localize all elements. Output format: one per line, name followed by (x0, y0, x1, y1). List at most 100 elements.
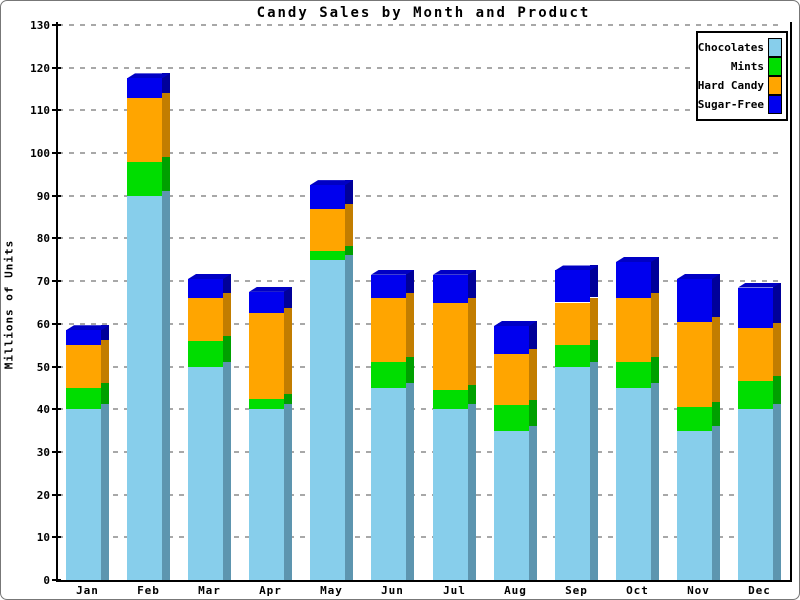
legend-label: Mints (730, 60, 764, 73)
bar-segment-side-hard-candy (651, 293, 659, 358)
bar-segment-chocolates (127, 195, 162, 580)
y-tick-label: 60 (36, 317, 50, 331)
y-tick (52, 493, 61, 496)
plot-right-border (790, 22, 792, 581)
gridline (58, 493, 782, 496)
gridline (58, 408, 782, 411)
bar-segment-side-mints (284, 393, 292, 405)
bar-segment-chocolates (188, 366, 223, 580)
gridline (58, 66, 782, 69)
y-tick (52, 536, 61, 539)
bar-segment-sugar-free (310, 185, 345, 209)
bar-segment-side-chocolates (284, 404, 292, 580)
x-axis (56, 580, 792, 582)
y-tick-label: 90 (36, 189, 50, 203)
y-tick-label: 20 (36, 488, 50, 502)
bar-segment-chocolates (433, 409, 468, 580)
bar-segment-side-sugar-free (223, 274, 231, 294)
bar-segment-side-hard-candy (529, 348, 537, 400)
y-tick (52, 450, 61, 453)
bar-segment-side-chocolates (529, 425, 537, 580)
bar-segment-chocolates (677, 430, 712, 580)
bar-top-face (310, 180, 353, 185)
bar-segment-hard-candy (616, 298, 651, 363)
y-tick (52, 579, 61, 581)
bar-top-face (494, 321, 537, 326)
gridline (58, 280, 782, 283)
bar-top-face (188, 274, 231, 279)
bar-segment-side-chocolates (345, 254, 353, 580)
bar-top-face (249, 287, 292, 292)
bar-segment-hard-candy (310, 208, 345, 252)
bar-segment-side-sugar-free (651, 256, 659, 294)
bar-segment-side-chocolates (223, 361, 231, 580)
bar-segment-side-mints (773, 376, 781, 405)
bar-top-face (677, 274, 720, 279)
bar-segment-side-sugar-free (529, 320, 537, 349)
bar-segment-side-mints (651, 357, 659, 383)
bar-segment-sugar-free (249, 291, 284, 314)
bar-segment-mints (616, 362, 651, 388)
bar-segment-sugar-free (616, 261, 651, 299)
legend-item: Sugar-Free (698, 95, 782, 114)
bar-segment-side-chocolates (468, 404, 476, 580)
bar-segment-chocolates (494, 430, 529, 580)
bar-segment-side-hard-candy (468, 297, 476, 386)
legend-label: Hard Candy (697, 79, 764, 92)
y-tick (52, 322, 61, 325)
bar-segment-sugar-free (371, 274, 406, 299)
x-tick-label: Aug (504, 584, 527, 597)
bar-segment-side-hard-candy (345, 203, 353, 247)
bar-segment-mints (249, 398, 284, 410)
bar-segment-chocolates (310, 259, 345, 580)
bar-segment-side-hard-candy (590, 297, 598, 341)
y-tick-label: 0 (43, 574, 50, 587)
y-tick-label: 70 (36, 275, 50, 289)
gridline (58, 152, 782, 155)
bar-segment-hard-candy (494, 353, 529, 405)
y-tick (52, 152, 61, 155)
bar-segment-side-sugar-free (590, 265, 598, 298)
x-tick-label: Jan (76, 584, 99, 597)
bar-segment-side-mints (101, 382, 109, 405)
bar-top-face (127, 73, 170, 78)
chart-title: Candy Sales by Month and Product (256, 5, 591, 21)
y-tick-label: 110 (30, 104, 50, 118)
bar-segment-hard-candy (738, 328, 773, 382)
y-tick-label: 40 (36, 403, 50, 417)
y-tick (52, 66, 61, 69)
bar-top-face (555, 265, 598, 270)
y-tick (52, 408, 61, 411)
bar-segment-side-hard-candy (773, 323, 781, 377)
bar-segment-side-sugar-free (101, 325, 109, 341)
y-tick-label: 50 (36, 360, 50, 374)
legend-swatch (768, 57, 782, 76)
legend-item: Hard Candy (698, 76, 782, 95)
bar-segment-side-chocolates (162, 190, 170, 580)
legend-label: Sugar-Free (697, 98, 764, 111)
bar-segment-mints (127, 161, 162, 196)
bar-segment-mints (371, 362, 406, 388)
bar-segment-mints (66, 387, 101, 410)
bar-segment-chocolates (371, 387, 406, 580)
bar-top-face (738, 283, 781, 288)
bar-segment-side-chocolates (712, 425, 720, 580)
bar-segment-sugar-free (677, 279, 712, 322)
legend-swatch (768, 38, 782, 57)
bar-segment-side-mints (162, 156, 170, 191)
bar-segment-sugar-free (494, 325, 529, 354)
bar-segment-mints (677, 407, 712, 431)
gridline (58, 322, 782, 325)
y-tick (52, 194, 61, 197)
bar-segment-mints (738, 381, 773, 410)
bar-segment-side-sugar-free (284, 286, 292, 309)
bar-segment-side-sugar-free (712, 274, 720, 317)
bar-segment-side-chocolates (773, 404, 781, 580)
gridline (58, 24, 782, 26)
bar-segment-side-mints (406, 357, 414, 383)
bar-top-face (371, 270, 414, 275)
bar-segment-side-mints (590, 340, 598, 362)
y-tick (52, 24, 61, 26)
bar-segment-chocolates (66, 409, 101, 580)
bar-segment-side-mints (468, 385, 476, 405)
